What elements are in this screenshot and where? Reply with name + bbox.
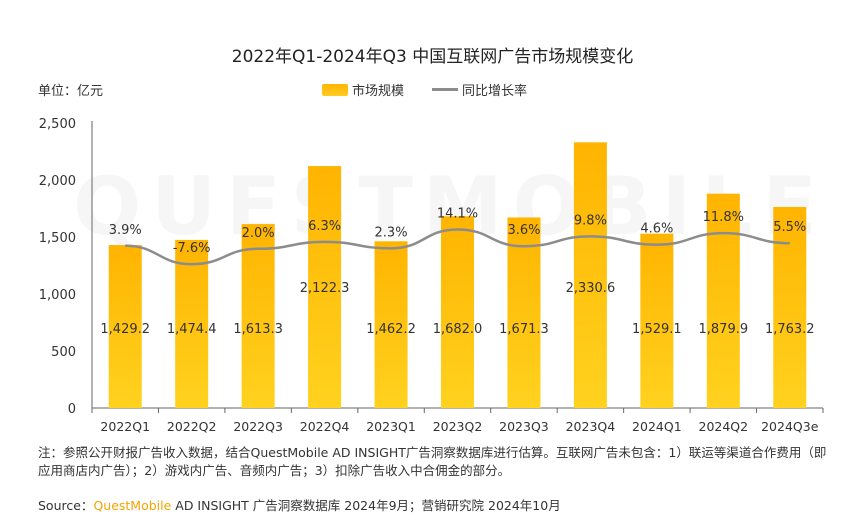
source-brand: QuestMobile: [93, 498, 172, 513]
y-tick-label: 2,500: [39, 117, 76, 132]
legend-item-bar: 市场规模: [322, 80, 404, 99]
legend-line-swatch: [432, 88, 459, 91]
y-tick-label: 2,000: [39, 174, 76, 189]
bar-value-label: 1,671.3: [499, 322, 549, 337]
x-tick-label: 2023Q4: [566, 419, 616, 434]
growth-rate-label: 14.1%: [437, 206, 478, 221]
growth-line: [125, 228, 790, 266]
bar-value-label: 1,474.4: [167, 322, 217, 337]
x-tick-label: 2023Q1: [366, 419, 416, 434]
growth-rate-label: 9.8%: [574, 213, 607, 228]
growth-rate-label: 2.3%: [375, 225, 408, 240]
growth-rate-label: 5.5%: [773, 220, 806, 235]
bar-value-label: 2,330.6: [566, 281, 616, 296]
x-tick-label: 2022Q1: [100, 419, 150, 434]
growth-rate-label: 3.9%: [109, 223, 142, 238]
growth-rate-label: 2.0%: [242, 226, 275, 241]
x-tick-label: 2022Q4: [300, 419, 350, 434]
bar-value-label: 2,122.3: [300, 281, 350, 296]
bar: [507, 217, 541, 408]
x-tick-label: 2023Q3: [499, 419, 549, 434]
x-tick-label: 2023Q2: [433, 419, 483, 434]
growth-rate-label: 6.3%: [308, 219, 341, 234]
x-tick-label: 2022Q2: [167, 419, 217, 434]
footnote: 注：参照公开财报广告收入数据，结合QuestMobile AD INSIGHT广…: [38, 445, 827, 478]
bar-value-label: 1,462.2: [366, 322, 416, 337]
legend-item-line: 同比增长率: [432, 80, 527, 99]
bar: [773, 206, 807, 408]
bar: [175, 239, 209, 408]
bar-value-label: 1,529.1: [632, 322, 682, 337]
source-line: Source：QuestMobile AD INSIGHT 广告洞察数据库 20…: [38, 495, 561, 514]
growth-rate-label: 3.6%: [507, 223, 540, 238]
bar-value-label: 1,763.2: [765, 322, 815, 337]
growth-rate-label: 4.6%: [640, 222, 673, 237]
y-tick-label: 0: [68, 402, 76, 417]
bar-value-label: 1,682.0: [433, 322, 483, 337]
bar: [441, 216, 474, 408]
bar: [308, 166, 342, 408]
y-tick-label: 500: [51, 345, 76, 360]
y-tick-label: 1,000: [39, 288, 76, 303]
legend: 市场规模 同比增长率: [322, 80, 555, 99]
unit-label: 单位：亿元: [38, 84, 104, 99]
chart-title: 2022年Q1-2024年Q3 中国互联网广告市场规模变化: [231, 47, 634, 67]
bar: [573, 142, 607, 409]
source-prefix: Source：: [38, 498, 94, 513]
x-tick-label: 2024Q3e: [761, 419, 819, 434]
bar: [640, 233, 674, 408]
legend-bar-swatch: [322, 83, 348, 96]
bar: [108, 245, 142, 408]
x-tick-label: 2024Q2: [699, 419, 749, 434]
legend-line-label: 同比增长率: [462, 84, 528, 99]
bar-value-label: 1,429.2: [100, 322, 150, 337]
bar-value-label: 1,879.9: [699, 322, 749, 337]
x-tick-label: 2024Q1: [632, 419, 682, 434]
chart-canvas: 0 500 1,000 1,500 2,000 2,500 1,429.2 2022Q1 1,4…: [39, 117, 824, 434]
growth-rate-label: 11.8%: [703, 210, 744, 225]
bar-value-label: 1,613.3: [233, 322, 283, 337]
source-rest: AD INSIGHT 广告洞察数据库 2024年9月；营销研究院 2024年10…: [171, 498, 561, 513]
growth-rate-label: -7.6%: [173, 241, 211, 256]
bar: [706, 193, 740, 408]
legend-bar-label: 市场规模: [352, 84, 405, 99]
bar: [241, 224, 275, 408]
y-tick-label: 1,500: [39, 231, 76, 246]
x-tick-label: 2022Q3: [233, 419, 283, 434]
bar: [374, 241, 408, 408]
